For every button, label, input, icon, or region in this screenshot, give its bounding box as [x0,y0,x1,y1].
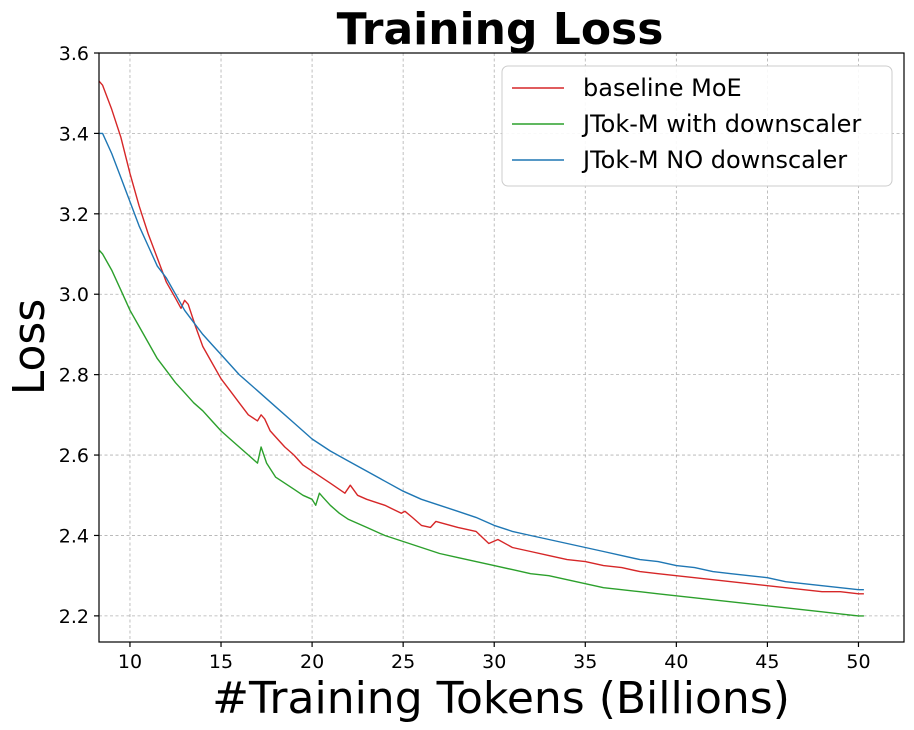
y-axis-label: Loss [4,299,55,396]
y-tick-label: 2.4 [59,525,89,547]
y-tick-label: 3.6 [59,43,89,65]
x-tick-label: 50 [846,651,870,673]
series-lines [98,80,864,617]
y-tick-label: 3.2 [59,204,89,226]
y-tick-label: 2.8 [59,365,89,387]
x-axis-label: #Training Tokens (Billions) [212,673,790,724]
plot-frame [98,52,905,643]
legend-label-1: JTok-M with downscaler [581,110,861,138]
x-tick-label: 45 [755,651,779,673]
legend-label-0: baseline MoE [583,74,742,102]
x-tick-label: 25 [391,651,415,673]
series-line-1 [98,249,864,617]
x-tick-label: 20 [300,651,324,673]
series-line-2 [99,132,864,591]
legend-box [501,65,893,187]
y-tick-label: 3.4 [59,123,89,145]
chart-title: Training Loss [337,4,664,55]
x-tick-label: 15 [209,651,233,673]
x-tick-label: 30 [482,651,506,673]
y-tick-label: 2.2 [59,606,89,628]
legend-label-2: JTok-M NO downscaler [581,146,847,174]
legend: baseline MoE JTok-M with downscaler JTok-M… [501,65,893,187]
x-tick-label: 35 [573,651,597,673]
x-tick-label: 10 [118,651,142,673]
x-tick-label: 40 [664,651,688,673]
axis-ticks: 10 15 20 25 30 35 40 45 50 2.2 2.4 2.6 2.8 3.0 3.2 3.4 3… [59,43,871,673]
y-tick-label: 3.0 [59,284,89,306]
y-tick-label: 2.6 [59,445,89,467]
series-line-0 [98,80,864,595]
